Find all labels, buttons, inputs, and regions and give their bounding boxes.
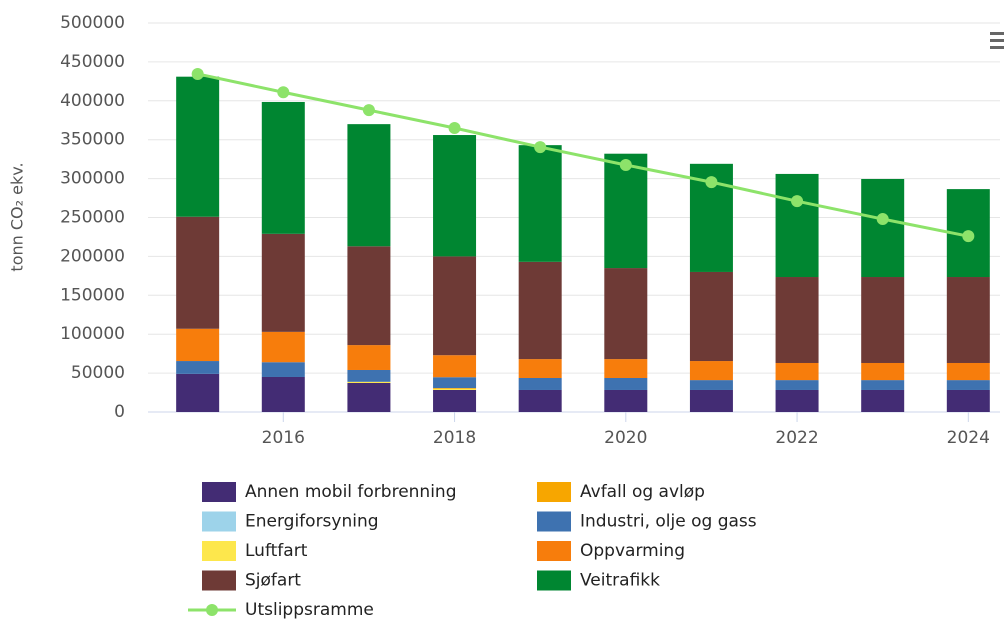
- line-point: [448, 122, 461, 135]
- x-tick-label: 2022: [775, 428, 818, 448]
- line-point: [876, 213, 889, 226]
- legend-label: Luftfart: [245, 541, 308, 561]
- bar-segment: [518, 378, 562, 390]
- bar-segment: [689, 271, 733, 362]
- legend-swatch: [202, 482, 236, 502]
- legend-label: Veitrafikk: [580, 571, 660, 591]
- bar-segment: [861, 277, 905, 363]
- bar-segment: [433, 377, 477, 389]
- line: [197, 72, 969, 238]
- y-tick-label: 100000: [60, 324, 125, 344]
- legend-label: Industri, olje og gass: [580, 512, 757, 532]
- bar-segment: [689, 380, 733, 390]
- y-tick-label: 350000: [60, 130, 125, 150]
- y-tick-label: 500000: [60, 13, 125, 33]
- bar-segment: [176, 361, 220, 374]
- bar-segment: [518, 359, 562, 379]
- bar-segment: [946, 389, 990, 412]
- y-tick-label: 150000: [60, 285, 125, 305]
- x-tick-label: 2024: [947, 428, 990, 448]
- legend-marker: [206, 604, 218, 616]
- y-tick-label: 450000: [60, 52, 125, 72]
- bar-segment: [347, 369, 391, 382]
- bar-segment: [604, 153, 648, 269]
- bar-segment: [518, 261, 562, 360]
- bar-segment: [176, 216, 220, 329]
- bar-segment: [176, 328, 220, 362]
- y-tick-label: 50000: [71, 363, 125, 383]
- legend-label: Energiforsyning: [245, 512, 379, 532]
- line-point: [362, 104, 375, 117]
- y-tick-label: 0: [114, 402, 125, 422]
- bar-segment: [261, 331, 305, 363]
- bar-segment: [261, 376, 305, 412]
- legend-swatch: [537, 570, 571, 591]
- bar-segment: [775, 362, 819, 381]
- bar-segment: [433, 256, 477, 356]
- line-point: [277, 86, 290, 99]
- bar-segment: [775, 173, 819, 278]
- bar-segment: [689, 389, 733, 412]
- bar-segment: [946, 362, 990, 381]
- x-tick-label: 2016: [262, 428, 305, 448]
- legend-label: Oppvarming: [580, 541, 685, 561]
- y-tick-label: 300000: [60, 169, 125, 189]
- bar-segment: [861, 380, 905, 390]
- bar-segment: [347, 382, 391, 412]
- bar-segment: [861, 389, 905, 412]
- legend-label: Sjøfart: [245, 571, 301, 591]
- bar-segment: [518, 389, 562, 412]
- y-tick-label: 400000: [60, 91, 125, 111]
- legend-swatch: [537, 482, 571, 502]
- line-point: [191, 67, 204, 80]
- bar-segment: [604, 389, 648, 412]
- bar-segment: [433, 388, 477, 389]
- x-tick-label: 2018: [433, 428, 476, 448]
- legend-label: Annen mobil forbrenning: [245, 482, 457, 502]
- bar-segment: [347, 345, 391, 370]
- bar-segment: [861, 362, 905, 381]
- bar-segment: [433, 388, 477, 390]
- bar-segment: [347, 246, 391, 346]
- bar-segment: [261, 362, 305, 377]
- bar-segment: [347, 381, 391, 383]
- bar-segment: [261, 233, 305, 332]
- bar-segment: [775, 389, 819, 412]
- bar-segment: [604, 268, 648, 360]
- legend-swatch: [537, 511, 571, 532]
- bar-segment: [775, 380, 819, 390]
- legend-label: Avfall og avløp: [580, 482, 705, 502]
- bar-segment: [433, 389, 477, 412]
- line-point: [619, 158, 632, 171]
- bar-segment: [775, 277, 819, 363]
- bar-segment: [176, 76, 220, 217]
- line-point: [534, 141, 547, 154]
- bar-segment: [689, 361, 733, 381]
- bar-segment: [946, 380, 990, 390]
- bar-segment: [604, 359, 648, 379]
- y-tick-label: 200000: [60, 246, 125, 266]
- menu-icon[interactable]: [990, 32, 1004, 49]
- legend-swatch: [202, 511, 236, 532]
- bar-segment: [433, 355, 477, 378]
- line-point: [962, 230, 975, 243]
- bar-segment: [861, 178, 905, 278]
- legend-label: Utslippsramme: [245, 600, 374, 620]
- bar-segment: [261, 101, 305, 234]
- line-point: [705, 176, 718, 189]
- x-tick-label: 2020: [604, 428, 647, 448]
- legend-swatch: [202, 541, 236, 561]
- bar-segment: [604, 378, 648, 390]
- y-axis-label: tonn CO₂ ekv.: [8, 162, 27, 271]
- line-point: [791, 195, 804, 208]
- y-tick-label: 250000: [60, 208, 125, 228]
- bar-segment: [176, 373, 220, 412]
- bar-segment: [433, 135, 477, 257]
- bar-segment: [518, 145, 562, 262]
- bar-segment: [347, 124, 391, 247]
- legend-swatch: [537, 541, 571, 561]
- legend-swatch: [202, 570, 236, 591]
- bar-segment: [946, 277, 990, 363]
